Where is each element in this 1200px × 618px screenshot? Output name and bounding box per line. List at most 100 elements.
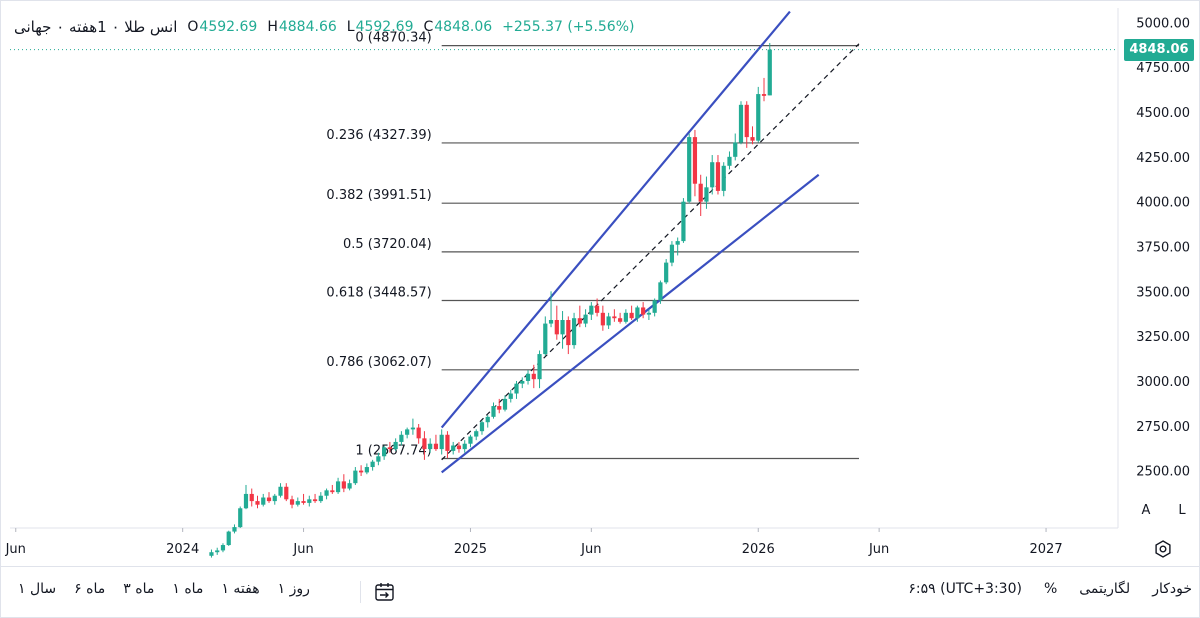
date-range-buttons: روز ۱ هفته ۱ ماه ۱ ماه ۳ ماه ۶ سال ۱ xyxy=(18,581,310,597)
candle-body xyxy=(359,470,364,473)
candle-body xyxy=(514,383,519,394)
price-tick-label: 3500.00 xyxy=(1136,285,1190,300)
candle-body xyxy=(324,490,329,496)
candle-body xyxy=(451,445,456,451)
candle-body xyxy=(376,456,381,462)
low-value: L 4592.69 xyxy=(346,19,414,35)
range-1d-button[interactable]: روز ۱ xyxy=(277,581,310,597)
candle-body xyxy=(330,490,335,493)
candle-body xyxy=(543,323,548,355)
candle-body xyxy=(698,183,703,202)
symbol-title[interactable]: انس طلا ۰ 1هفته ۰ جهانی xyxy=(14,18,178,36)
candle-body xyxy=(382,447,387,457)
candle-body xyxy=(468,436,473,444)
range-3m-button[interactable]: ماه ۳ xyxy=(123,581,155,597)
candle-body xyxy=(220,545,226,551)
candle-body xyxy=(641,307,646,315)
calendar-goto-icon[interactable] xyxy=(372,579,398,605)
candles xyxy=(209,43,772,558)
trendlines[interactable] xyxy=(440,10,860,474)
range-1w-button[interactable]: هفته ۱ xyxy=(221,581,260,597)
candle-body xyxy=(756,94,761,141)
candle-body xyxy=(658,282,663,301)
candle-body xyxy=(266,497,272,502)
auto-toggle[interactable]: خودکار xyxy=(1152,581,1192,597)
candle-body xyxy=(537,354,542,380)
candle-body xyxy=(341,481,346,489)
bottom-toolbar: روز ۱ هفته ۱ ماه ۱ ماه ۳ ماه ۶ سال ۱ ۶:۵… xyxy=(0,566,1200,618)
time-axis[interactable]: Jun 2024 Jun 2025 Jun 2026 Jun 2027 xyxy=(5,528,1063,557)
price-chart[interactable]: 0 (4870.34) 0.236 (4327.39) 0.382 (3991.51… xyxy=(0,0,1200,566)
price-tick-label: 3750.00 xyxy=(1136,240,1190,255)
candle-body xyxy=(715,162,721,191)
candle-body xyxy=(594,305,600,313)
price-tick-label: 3250.00 xyxy=(1136,330,1190,345)
candle-body xyxy=(335,481,341,493)
candle-body xyxy=(629,312,634,319)
upper-channel-trendline xyxy=(440,10,791,429)
price-tick-label: 4250.00 xyxy=(1136,151,1190,166)
candle-body xyxy=(502,398,508,410)
candle-body xyxy=(687,137,692,202)
candle-body xyxy=(347,483,352,489)
range-6m-button[interactable]: ماه ۶ xyxy=(74,581,106,597)
timezone-display[interactable]: ۶:۵۹ (UTC+3:30) xyxy=(908,581,1022,597)
candle-body xyxy=(589,305,594,315)
candle-body xyxy=(548,320,554,324)
candle-body xyxy=(577,318,582,324)
candle-body xyxy=(405,429,410,435)
candle-body xyxy=(491,406,496,417)
grid-layer xyxy=(10,8,1119,529)
candle-body xyxy=(284,486,289,500)
range-1y-button[interactable]: سال ۱ xyxy=(18,581,57,597)
candle-body xyxy=(387,447,392,450)
candle-body xyxy=(681,201,686,242)
candle-body xyxy=(433,443,439,450)
candle-body xyxy=(669,244,675,263)
fibonacci-retracement[interactable]: 0 (4870.34) 0.236 (4327.39) 0.382 (3991.51… xyxy=(326,31,859,460)
change-value: +255.37 (+5.56%) xyxy=(502,19,635,35)
fib-level-label: 0 (4870.34) xyxy=(355,31,431,46)
toolbar-divider xyxy=(360,581,361,603)
candle-body xyxy=(733,142,738,157)
candle-body xyxy=(312,499,318,502)
last-price-badge: 4848.06 xyxy=(1124,38,1194,61)
open-value: O 4592.69 xyxy=(187,19,258,35)
candle-body xyxy=(289,499,295,505)
fib-level-label: 0.236 (4327.39) xyxy=(326,128,431,143)
price-axis[interactable]: 5000.00 4750.00 4500.00 4250.00 4000.00 3750.… xyxy=(1136,16,1190,479)
candle-body xyxy=(612,316,617,319)
time-tick-label: Jun xyxy=(292,542,313,557)
gear-icon[interactable] xyxy=(1152,538,1174,560)
price-tick-label: 4750.00 xyxy=(1136,61,1190,76)
time-tick-label: Jun xyxy=(580,542,601,557)
candle-body xyxy=(652,300,657,313)
log-scale-button[interactable]: L xyxy=(1178,502,1186,518)
candle-body xyxy=(301,501,306,503)
candle-body xyxy=(566,320,571,346)
candle-body xyxy=(439,434,444,450)
candle-body xyxy=(664,262,669,283)
auto-scale-button[interactable]: A xyxy=(1141,502,1151,518)
candle-body xyxy=(353,470,358,484)
candle-body xyxy=(428,443,433,450)
right-controls: ۶:۵۹ (UTC+3:30) % لگاریتمی خودکار xyxy=(908,581,1192,597)
candle-body xyxy=(692,137,698,184)
candle-body xyxy=(295,501,300,505)
percent-toggle[interactable]: % xyxy=(1043,581,1058,597)
candle-body xyxy=(727,156,732,166)
log-toggle[interactable]: لگاریتمی xyxy=(1079,581,1131,597)
candle-body xyxy=(704,187,709,202)
candle-body xyxy=(531,373,536,380)
candle-body xyxy=(209,552,214,556)
candle-body xyxy=(318,495,323,502)
price-tick-label: 3000.00 xyxy=(1136,375,1190,390)
high-value: H 4884.66 xyxy=(267,19,337,35)
candle-body xyxy=(249,493,254,502)
range-1m-button[interactable]: ماه ۱ xyxy=(172,581,204,597)
candle-body xyxy=(456,445,462,450)
candle-body xyxy=(618,318,623,322)
candle-body xyxy=(571,318,577,346)
candle-body xyxy=(744,104,749,138)
candle-body xyxy=(364,467,369,473)
